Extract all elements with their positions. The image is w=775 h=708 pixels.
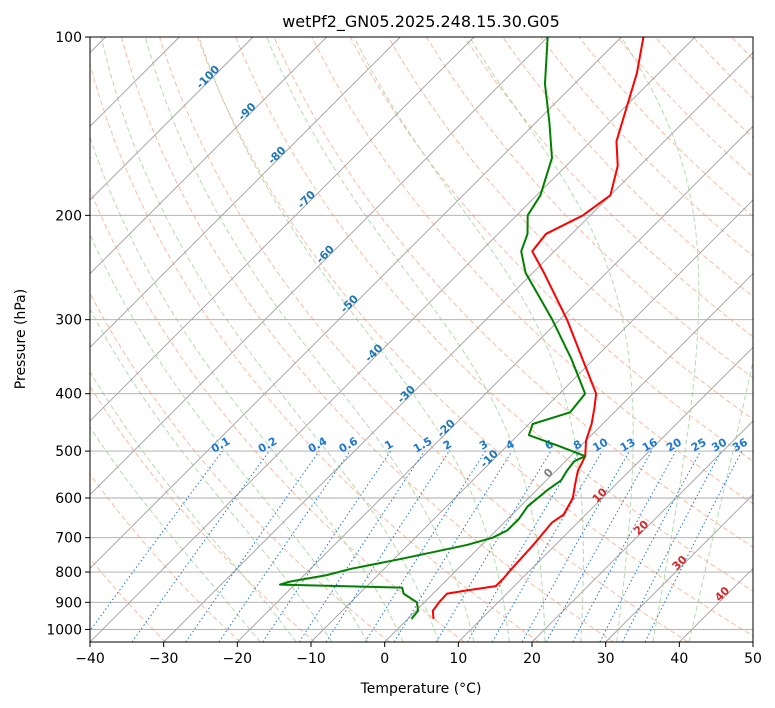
- x-tick-label: −10: [296, 651, 326, 667]
- isotherm-line: [384, 273, 753, 642]
- moist-adiabat: [100, 37, 439, 642]
- x-tick-label: −40: [75, 651, 105, 667]
- isotherm-line: [90, 37, 327, 275]
- y-tick-label: 500: [55, 444, 82, 460]
- isotherm-line: [90, 37, 696, 642]
- dry-adiabat: [235, 37, 753, 592]
- moist-adiabat: [620, 37, 700, 642]
- y-axis-label: Pressure (hPa): [13, 289, 29, 389]
- isotherm-line: [458, 346, 753, 642]
- moist-adiabat: [90, 308, 333, 642]
- dry-adiabat: [159, 37, 689, 642]
- y-tick-label: 300: [55, 313, 82, 329]
- dewpoint-profile-line: [279, 37, 587, 620]
- x-tick-label: −20: [223, 651, 253, 667]
- y-tick-label: 800: [55, 565, 82, 581]
- dry-adiabat: [90, 473, 241, 642]
- dry-adiabat: [90, 385, 316, 642]
- mixing-ratio-line: [262, 450, 392, 642]
- mixing-ratio-line: [644, 450, 743, 642]
- mixing-ratio-line: [298, 450, 425, 642]
- mixing-ratio-line: [218, 450, 351, 642]
- mixing-ratio-line: [90, 450, 223, 632]
- dry-adiabat: [120, 37, 614, 642]
- moist-adiabat: [688, 358, 753, 642]
- y-tick-label: 400: [55, 387, 82, 403]
- moist-adiabat: [198, 37, 510, 642]
- dry-adiabat: [197, 37, 753, 637]
- isotherm-line: [90, 37, 475, 422]
- mixing-ratio-line: [521, 450, 630, 642]
- dry-adiabat: [90, 62, 540, 642]
- moist-adiabat: [90, 426, 261, 642]
- y-tick-label: 1000: [46, 622, 82, 638]
- dry-adiabat: [90, 292, 390, 642]
- isotherm-line: [310, 199, 753, 642]
- x-tick-label: 10: [449, 651, 467, 667]
- plot-frame: [89, 36, 754, 643]
- moist-adiabat: [353, 37, 584, 642]
- dry-adiabat: [90, 188, 465, 642]
- mixing-ratio-line: [131, 450, 270, 642]
- isotherm-line: [90, 37, 548, 496]
- moist-adiabat: [266, 37, 546, 642]
- x-tick-label: 20: [523, 651, 541, 667]
- isotherm-line: [237, 125, 753, 642]
- y-tick-label: 200: [55, 208, 82, 224]
- isotherm-line: [90, 37, 401, 348]
- background-lines: [90, 37, 753, 642]
- dry-adiabat: [90, 557, 166, 642]
- y-tick-label: 100: [55, 30, 82, 46]
- dry-adiabat: [425, 37, 753, 379]
- dry-adiabat: [349, 37, 753, 462]
- x-axis-label: Temperature (°C): [360, 681, 482, 697]
- isotherm-line: [531, 420, 753, 642]
- y-tick-label: 900: [55, 595, 82, 611]
- temperature-profile-line: [431, 37, 645, 620]
- mixing-ratio-line: [572, 450, 677, 642]
- x-axis: −40 −30 −20 −10 0 10 20 30 40 50: [75, 642, 762, 667]
- x-tick-label: 30: [597, 651, 615, 667]
- x-tick-label: −30: [149, 651, 179, 667]
- isotherm-line: [163, 52, 753, 642]
- isotherm-line: [90, 37, 622, 569]
- dry-adiabat: [273, 37, 753, 548]
- x-tick-label: 50: [744, 651, 762, 667]
- mixing-ratio-line: [545, 450, 653, 642]
- isotherm-line: [90, 37, 254, 201]
- y-tick-label: 700: [55, 531, 82, 547]
- y-axis: 100 200 300 400 500 600 700 800 900 1000: [46, 30, 90, 638]
- y-tick-label: 600: [55, 491, 82, 507]
- x-tick-label: 40: [670, 651, 688, 667]
- mixing-ratio-line: [393, 450, 513, 642]
- series-layer: [279, 37, 645, 620]
- moist-adiabat: [90, 135, 404, 642]
- moist-adiabat: [144, 37, 475, 642]
- mixing-ratio-line: [185, 450, 320, 642]
- isotherm-line: [605, 494, 753, 642]
- moist-adiabat: [90, 233, 369, 642]
- x-tick-label: 0: [380, 651, 389, 667]
- chart-title: wetPf2_GN05.2025.248.15.30.G05: [282, 12, 560, 32]
